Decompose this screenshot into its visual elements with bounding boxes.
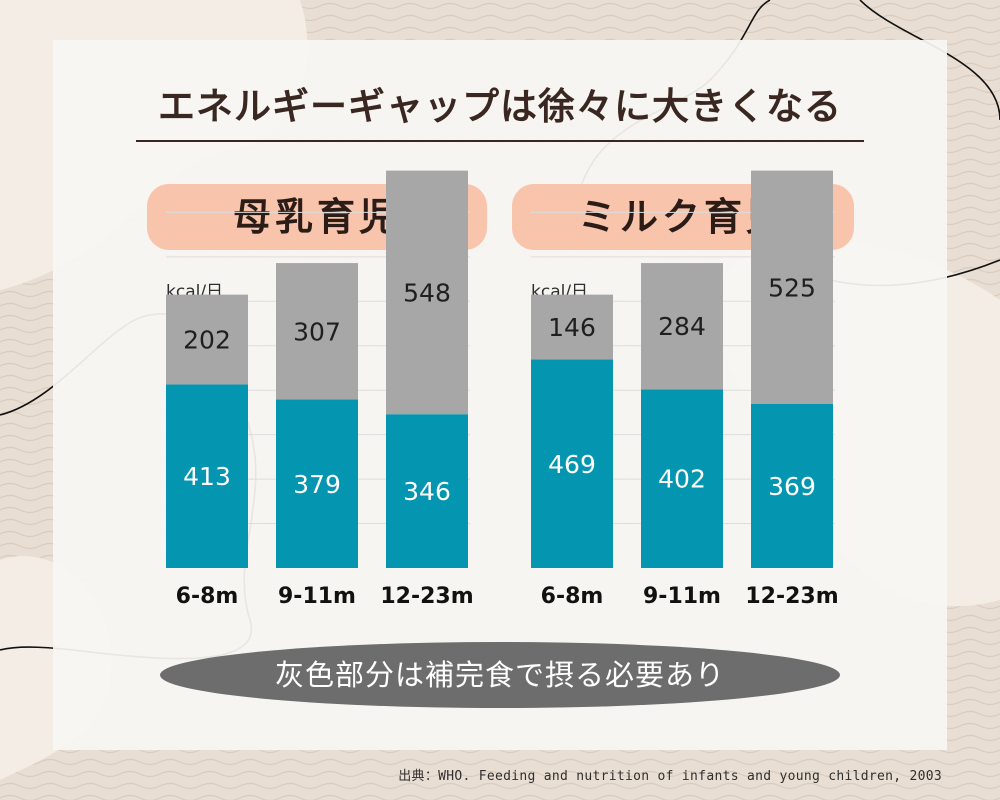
bar-segment-6-8m-gap <box>531 294 613 360</box>
bar-segment-9-11m-milk <box>641 389 723 568</box>
category-label: 9-11m <box>643 584 721 609</box>
bar-segment-6-8m-milk <box>166 384 248 568</box>
bar-segment-12-23m-gap <box>386 170 468 415</box>
bar-segment-9-11m-gap <box>641 263 723 390</box>
chart-2: 469 146 6-8m 402 284 9-11m 369 525 12-23m <box>531 170 839 609</box>
bar-segment-6-8m-milk <box>531 359 613 568</box>
source-citation: 出典：WHO. Feeding and nutrition of infants… <box>398 769 942 784</box>
data-label: 413 <box>183 462 231 491</box>
data-label: 379 <box>293 470 341 499</box>
page-title: エネルギーギャップは徐々に大きくなる <box>158 85 842 128</box>
bar-segment-9-11m-gap <box>276 263 358 400</box>
category-label: 12-23m <box>380 584 473 609</box>
category-label: 6-8m <box>541 584 604 609</box>
data-label: 202 <box>183 326 231 355</box>
data-label: 284 <box>658 312 706 341</box>
data-label: 469 <box>548 450 596 479</box>
bar-segment-9-11m-milk <box>276 399 358 568</box>
data-label: 369 <box>768 472 816 501</box>
bar-segment-12-23m-milk <box>386 414 468 568</box>
data-label: 146 <box>548 313 596 342</box>
title-underline <box>136 140 864 142</box>
bar-segment-6-8m-gap <box>166 294 248 385</box>
category-label: 6-8m <box>176 584 239 609</box>
data-label: 307 <box>293 317 341 346</box>
bar-segment-12-23m-gap <box>751 170 833 404</box>
bar-segment-12-23m-milk <box>751 403 833 568</box>
data-label: 346 <box>403 477 451 506</box>
note-text: 灰色部分は補完食で摂る必要あり <box>274 658 725 692</box>
data-label: 402 <box>658 465 706 494</box>
chart-1: 413 202 6-8m 379 307 9-11m 346 548 12-23m <box>166 170 474 609</box>
note-banner <box>160 642 840 708</box>
category-label: 12-23m <box>745 584 838 609</box>
category-label: 9-11m <box>278 584 356 609</box>
data-label: 525 <box>768 273 816 302</box>
data-label: 548 <box>403 278 451 307</box>
